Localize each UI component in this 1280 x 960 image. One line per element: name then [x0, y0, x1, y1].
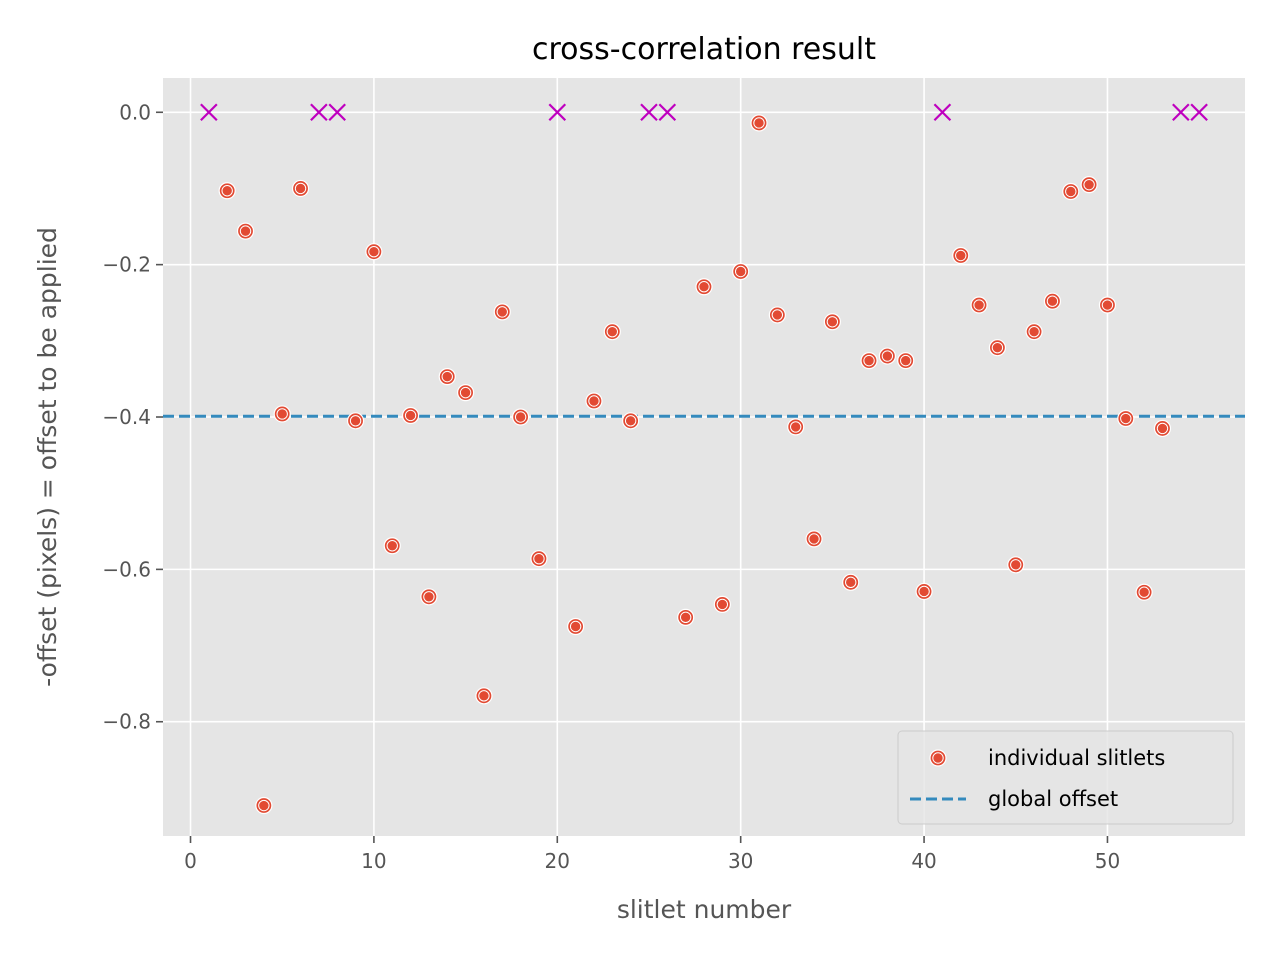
slitlet-point-ring [478, 690, 490, 702]
data-points [200, 103, 1208, 815]
slitlet-point-ring [276, 408, 288, 420]
slitlet-point-ring [1156, 422, 1169, 435]
slitlet-point-ring [349, 415, 362, 427]
excluded-slitlet-marker [1172, 103, 1190, 122]
y-tick-label: −0.2 [102, 253, 151, 277]
y-tick-label: −0.8 [102, 710, 151, 734]
legend: individual slitlets global offset [897, 730, 1234, 825]
slitlet-point-ring [1083, 178, 1095, 191]
slitlet-point-ring [1028, 325, 1040, 338]
slitlet-point-ring [1101, 299, 1114, 311]
slitlet-point-ring [258, 799, 270, 812]
excluded-slitlet-marker [1190, 103, 1208, 122]
slitlet-point-ring [1010, 559, 1022, 571]
x-tick-label: 0 [184, 849, 197, 873]
slitlet-point-ring [496, 306, 508, 318]
legend-label: individual slitlets [988, 746, 1165, 770]
slitlet-point-ring [845, 576, 857, 589]
y-axis-label: -offset (pixels) = offset to be applied [33, 227, 62, 687]
slitlet-point-ring [753, 117, 765, 129]
slitlet-point-ring [698, 281, 710, 293]
slitlet-point-ring [441, 370, 453, 383]
x-tick-label: 50 [1095, 849, 1120, 873]
legend-swatch-ring [932, 752, 944, 764]
excluded-slitlet-marker [640, 103, 658, 122]
slitlet-point-ring [624, 415, 637, 427]
x-axis-label: slitlet number [617, 895, 792, 924]
legend-label: global offset [988, 787, 1118, 811]
excluded-slitlet-marker [328, 103, 346, 122]
y-tick-label: 0.0 [119, 100, 151, 124]
slitlet-point-ring [973, 299, 985, 311]
slitlet-point-ring [863, 354, 875, 367]
y-tick-label: −0.4 [102, 405, 151, 429]
slitlet-point-ring [239, 225, 252, 237]
slitlet-point-ring [459, 386, 472, 399]
x-tick-label: 30 [728, 849, 753, 873]
slitlet-point-ring [569, 620, 582, 633]
slitlet-point-ring [588, 395, 600, 407]
slitlet-point-ring [1138, 586, 1150, 598]
slitlet-point-ring [918, 585, 930, 598]
slitlet-point-ring [826, 316, 839, 328]
excluded-slitlet-marker [200, 103, 218, 122]
excluded-slitlet-marker [933, 103, 952, 122]
slitlet-point-ring [881, 350, 894, 362]
y-axis-ticks: 0.0 −0.2 −0.4 −0.6 −0.8 [102, 100, 163, 734]
x-axis-ticks: 0 10 20 30 40 50 [184, 836, 1120, 873]
chart-title: cross-correlation result [532, 32, 876, 67]
x-tick-label: 10 [361, 849, 386, 873]
slitlet-point-ring [368, 245, 380, 258]
y-tick-label: −0.6 [102, 557, 151, 581]
slitlet-point-ring [1065, 185, 1077, 198]
slitlet-point-ring [423, 591, 435, 603]
slitlet-point-ring [900, 354, 912, 367]
slitlet-point-ring [955, 249, 967, 262]
slitlet-point-ring [221, 185, 233, 197]
slitlet-point-ring [1046, 295, 1059, 307]
x-tick-label: 40 [911, 849, 936, 873]
excluded-slitlet-marker [548, 103, 567, 122]
slitlet-point-ring [533, 553, 545, 565]
slitlet-point-ring [734, 265, 747, 278]
excluded-slitlet-marker [310, 103, 328, 122]
slitlet-point-ring [606, 325, 619, 338]
slitlet-point-ring [386, 540, 398, 552]
slitlet-point-ring [789, 421, 802, 433]
slitlet-point-ring [1120, 412, 1132, 425]
slitlet-point-ring [716, 598, 729, 611]
slitlet-point-ring [808, 533, 820, 545]
slitlet-point-ring [294, 182, 307, 195]
excluded-slitlet-marker [658, 103, 677, 122]
slitlet-point-ring [404, 409, 417, 422]
slitlet-point-ring [771, 309, 784, 321]
plot-area [163, 78, 1245, 836]
slitlet-point-ring [991, 341, 1004, 354]
slitlet-point-ring [514, 411, 527, 423]
slitlet-point-ring [679, 611, 692, 624]
x-tick-label: 20 [545, 849, 570, 873]
legend-box [897, 730, 1234, 825]
